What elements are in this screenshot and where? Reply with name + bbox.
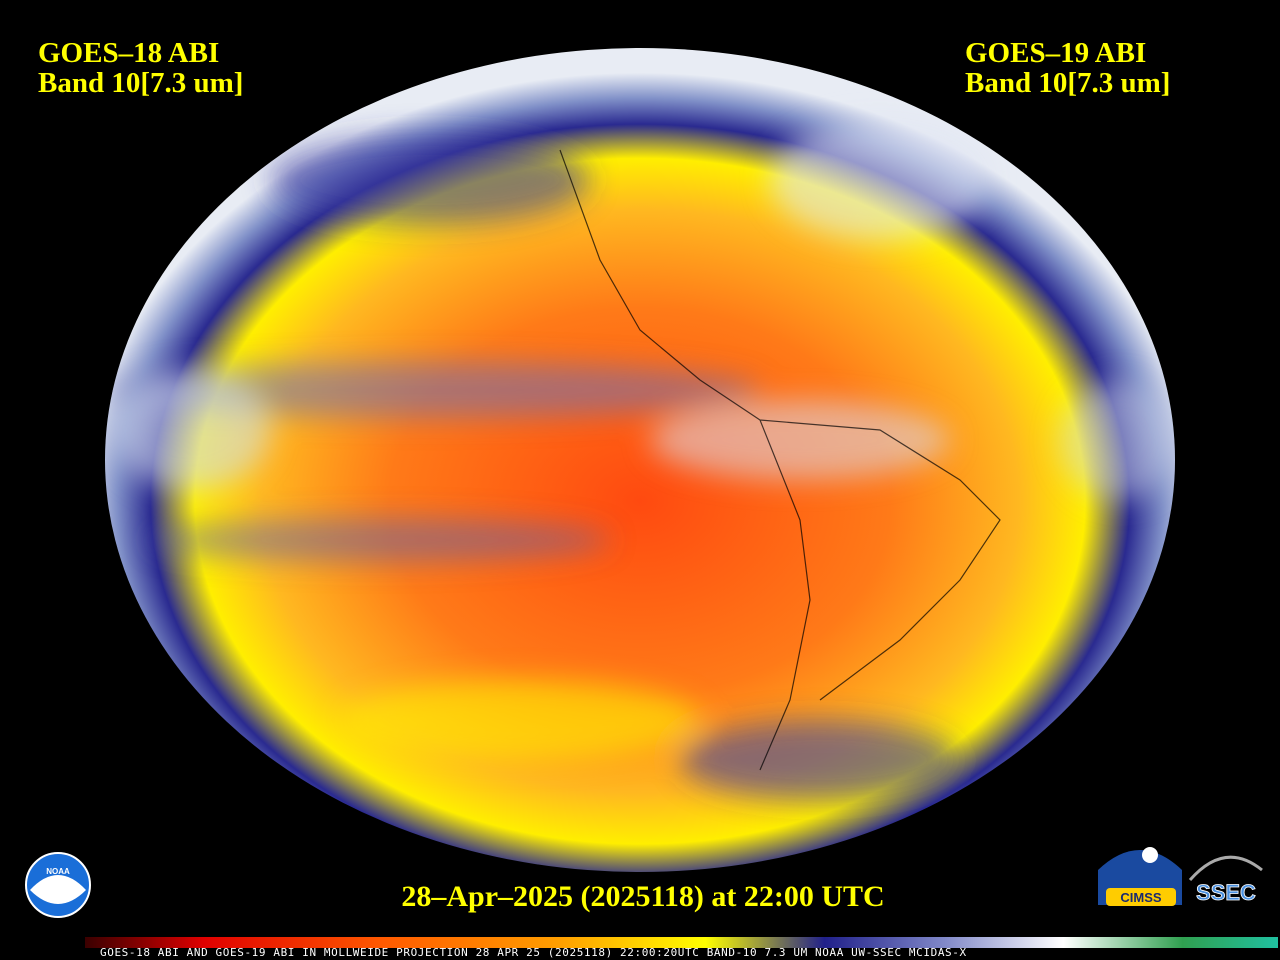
color-bar xyxy=(85,937,1278,948)
noaa-text: NOAA xyxy=(46,867,70,876)
ssec-logo: SSEC xyxy=(1188,855,1263,905)
cloud-bands xyxy=(105,120,1175,800)
date-line: 28–Apr–2025 (2025118) at 22:00 UTC xyxy=(401,880,884,913)
coastline xyxy=(559,149,1001,771)
left-title: GOES–18 ABI xyxy=(38,37,219,69)
noaa-logo: NOAA xyxy=(25,852,91,918)
earth-disc xyxy=(105,48,1175,872)
right-title: GOES–19 ABI xyxy=(965,37,1146,69)
right-subtitle: Band 10[7.3 um] xyxy=(965,67,1170,99)
left-subtitle: Band 10[7.3 um] xyxy=(38,67,243,99)
ssec-text: SSEC xyxy=(1196,880,1256,905)
cimss-text: CIMSS xyxy=(1120,890,1162,905)
footer-caption: GOES-18 ABI AND GOES-19 ABI IN MOLLWEIDE… xyxy=(100,946,967,959)
cimss-logo: CIMSS xyxy=(1098,847,1182,906)
